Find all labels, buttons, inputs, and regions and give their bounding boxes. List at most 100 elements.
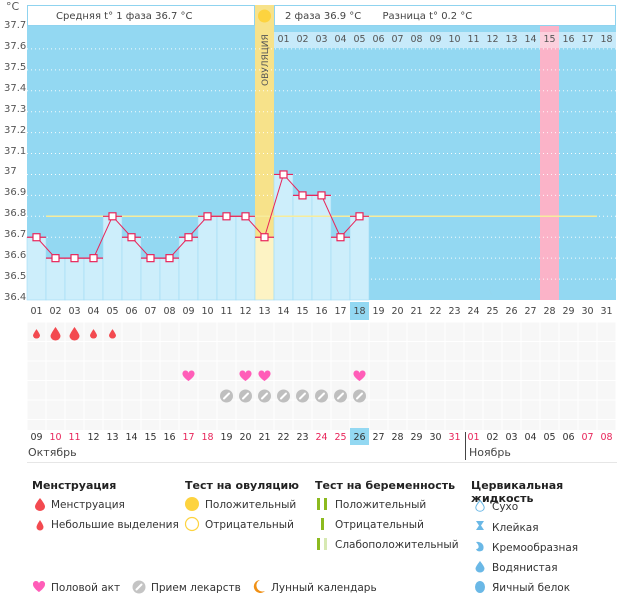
x-tick-label[interactable]: 10 <box>201 306 214 317</box>
calendar-date[interactable]: 13 <box>106 432 119 443</box>
legend-item: Клейкая <box>492 522 539 534</box>
calendar-date[interactable]: 15 <box>144 432 157 443</box>
y-tick-label: 37.2 <box>4 124 27 136</box>
calendar-date[interactable]: 02 <box>486 432 499 443</box>
x-tick-label[interactable]: 22 <box>429 306 442 317</box>
x-tick-label[interactable]: 23 <box>448 306 461 317</box>
y-tick-label: 37.4 <box>4 82 27 94</box>
phase1-average: Средняя t° 1 фаза 36.7 °C <box>56 11 193 22</box>
calendar-date[interactable]: 22 <box>277 432 290 443</box>
x-tick-label[interactable]: 17 <box>334 306 347 317</box>
calendar-date[interactable]: 19 <box>220 432 233 443</box>
x-tick-label[interactable]: 03 <box>68 306 81 317</box>
calendar-date[interactable]: 04 <box>524 432 537 443</box>
x-tick-label[interactable]: 27 <box>524 306 537 317</box>
x-tick-label[interactable]: 06 <box>125 306 138 317</box>
divider <box>27 462 617 463</box>
x-tick-label[interactable]: 12 <box>239 306 252 317</box>
calendar-date[interactable]: 10 <box>49 432 62 443</box>
x-tick-label[interactable]: 28 <box>543 306 556 317</box>
calendar-date[interactable]: 01 <box>467 432 480 443</box>
temperature-point <box>336 233 345 242</box>
phase2-average: 2 фаза 36.9 °C <box>285 11 362 22</box>
x-tick-label[interactable]: 14 <box>277 306 290 317</box>
temperature-bar <box>64 257 85 301</box>
cervical-dry-icon <box>475 499 485 512</box>
month-divider <box>465 432 466 460</box>
unit-label: °C <box>6 0 20 13</box>
calendar-date[interactable]: 29 <box>410 432 423 443</box>
x-tick-label[interactable]: 21 <box>410 306 423 317</box>
phase2-day-label: 09 <box>429 34 442 45</box>
calendar-date[interactable]: 16 <box>163 432 176 443</box>
x-tick-label[interactable]: 31 <box>600 306 613 317</box>
legend-item: Отрицательный <box>205 519 294 531</box>
calendar-date[interactable]: 30 <box>429 432 442 443</box>
x-tick-label[interactable]: 09 <box>182 306 195 317</box>
calendar-date[interactable]: 18 <box>201 432 214 443</box>
calendar-date[interactable]: 12 <box>87 432 100 443</box>
x-tick-label[interactable]: 07 <box>144 306 157 317</box>
temperature-point <box>317 191 326 200</box>
month-november: Ноябрь <box>469 446 511 459</box>
calendar-date[interactable]: 07 <box>581 432 594 443</box>
temperature-point <box>260 233 269 242</box>
phase2-day-label: 08 <box>410 34 423 45</box>
heart-icon <box>239 370 252 381</box>
calendar-date[interactable]: 05 <box>543 432 556 443</box>
calendar-date[interactable]: 27 <box>372 432 385 443</box>
x-tick-label[interactable]: 24 <box>467 306 480 317</box>
x-tick-label[interactable]: 11 <box>220 306 233 317</box>
x-tick-label[interactable]: 02 <box>49 306 62 317</box>
x-tick-label[interactable]: 19 <box>372 306 385 317</box>
calendar-date[interactable]: 23 <box>296 432 309 443</box>
calendar-date[interactable]: 28 <box>391 432 404 443</box>
x-tick-label[interactable]: 05 <box>106 306 119 317</box>
calendar-date[interactable]: 17 <box>182 432 195 443</box>
phase2-day-strip <box>274 32 616 48</box>
x-tick-label[interactable]: 04 <box>87 306 100 317</box>
x-tick-label[interactable]: 29 <box>562 306 575 317</box>
x-tick-label[interactable]: 26 <box>505 306 518 317</box>
x-tick-label[interactable]: 15 <box>296 306 309 317</box>
temperature-point <box>70 254 79 263</box>
x-tick-label[interactable]: 01 <box>30 306 43 317</box>
pill-stripe <box>280 392 287 400</box>
calendar-date[interactable]: 08 <box>600 432 613 443</box>
calendar-date[interactable]: 21 <box>258 432 271 443</box>
legend-pregnancy-title: Тест на беременность <box>315 479 456 492</box>
calendar-date[interactable]: 11 <box>68 432 81 443</box>
x-tick-label[interactable]: 13 <box>258 306 271 317</box>
menstruation-drop-icon <box>109 329 116 339</box>
calendar-date[interactable]: 14 <box>125 432 138 443</box>
x-tick-label[interactable]: 20 <box>391 306 404 317</box>
calendar-date[interactable]: 24 <box>315 432 328 443</box>
x-tick-label[interactable]: 25 <box>486 306 499 317</box>
phase2-day-label: 04 <box>334 34 347 45</box>
temperature-point <box>184 233 193 242</box>
menstruation-drop-icon <box>50 327 61 341</box>
temperature-point <box>279 170 288 179</box>
temperature-point <box>146 254 155 263</box>
calendar-date[interactable]: 09 <box>30 432 43 443</box>
x-tick-label[interactable]: 18 <box>353 306 366 317</box>
calendar-date[interactable]: 20 <box>239 432 252 443</box>
cervical-eggwhite-icon <box>475 581 485 593</box>
legend-menstruation-title: Менструация <box>32 479 117 492</box>
y-tick-label: 36.8 <box>4 208 27 220</box>
pill-stripe <box>337 392 344 400</box>
x-tick-label[interactable]: 08 <box>163 306 176 317</box>
phase2-day-label: 13 <box>505 34 518 45</box>
ovulation-label: ОВУЛЯЦИЯ <box>261 34 271 86</box>
calendar-date[interactable]: 31 <box>448 432 461 443</box>
x-tick-label[interactable]: 30 <box>581 306 594 317</box>
calendar-date[interactable]: 25 <box>334 432 347 443</box>
x-tick-label[interactable]: 16 <box>315 306 328 317</box>
y-tick-label: 36.4 <box>4 292 27 303</box>
calendar-date[interactable]: 26 <box>353 432 366 443</box>
current-date-highlight <box>350 428 369 445</box>
calendar-date[interactable]: 03 <box>505 432 518 443</box>
pill-stripe <box>318 392 325 400</box>
pill-stripe <box>223 392 230 400</box>
calendar-date[interactable]: 06 <box>562 432 575 443</box>
